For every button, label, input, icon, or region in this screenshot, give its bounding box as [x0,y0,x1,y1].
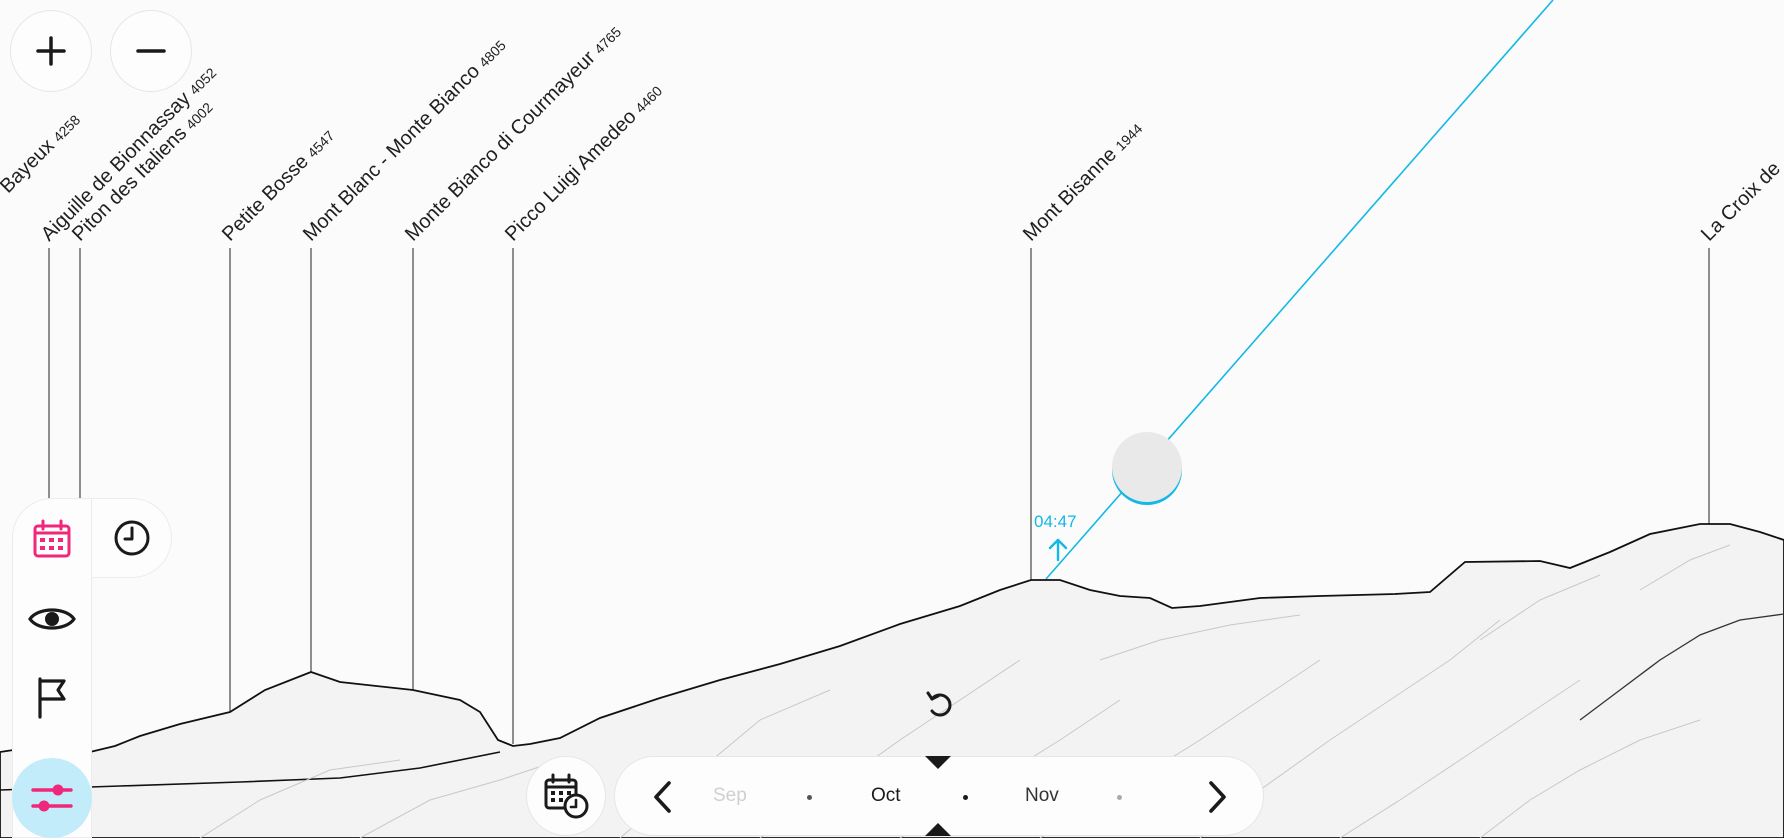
peak-label[interactable]: Bayeux 4258 [0,109,85,198]
next-month-button[interactable] [1195,775,1239,819]
plus-icon [36,36,66,66]
month-timeline[interactable]: Sep Oct Nov [614,756,1264,836]
peak-label[interactable]: Piton des Italiens 4002 [68,96,217,246]
peak-label[interactable]: Monte Bianco di Courmayeur 4765 [401,21,626,246]
calendar-icon [33,519,71,558]
reset-time-button[interactable] [918,682,962,726]
clock-icon [114,520,149,556]
peak-leader-lines [48,248,1710,758]
previous-month-button[interactable] [641,775,685,819]
date-time-picker-button[interactable] [526,756,606,836]
peak-label[interactable]: Mont Bisanne 1944 [1019,117,1147,245]
settings-button[interactable] [12,758,92,838]
peak-label[interactable]: La Croix de [1697,158,1784,246]
arrow-up-icon [1048,538,1068,562]
minus-icon [136,49,166,53]
time-tab-button[interactable] [92,498,172,578]
timeline-month-label[interactable]: Nov [1025,785,1059,806]
peak-labels: Bayeux 4258 Aiguille de Bionnassay 4052 … [0,21,1784,246]
eye-icon [28,608,76,630]
zoom-in-button[interactable] [10,10,92,92]
flag-icon [38,677,66,719]
timeline-top-marker [925,756,951,769]
chevron-right-icon [1209,781,1226,813]
timeline-month-label-current[interactable]: Oct [871,785,901,806]
sliders-icon [31,784,73,812]
moon-marker[interactable] [1112,432,1182,505]
timeline-day-dot [1117,795,1122,800]
calendar-clock-icon [544,773,589,819]
calendar-tab-button[interactable] [12,504,92,574]
timeline-bottom-marker [925,823,951,836]
timeline-month-label[interactable]: Sep [713,785,747,806]
rotate-ccw-icon [926,691,952,717]
chevron-left-icon [654,781,671,813]
visibility-button[interactable] [12,584,92,654]
markers-button[interactable] [12,662,92,732]
timeline-day-dot [807,795,812,800]
sunrise-time-label: 04:47 [1034,512,1077,531]
timeline-day-dot [963,795,968,800]
zoom-out-button[interactable] [110,10,192,92]
